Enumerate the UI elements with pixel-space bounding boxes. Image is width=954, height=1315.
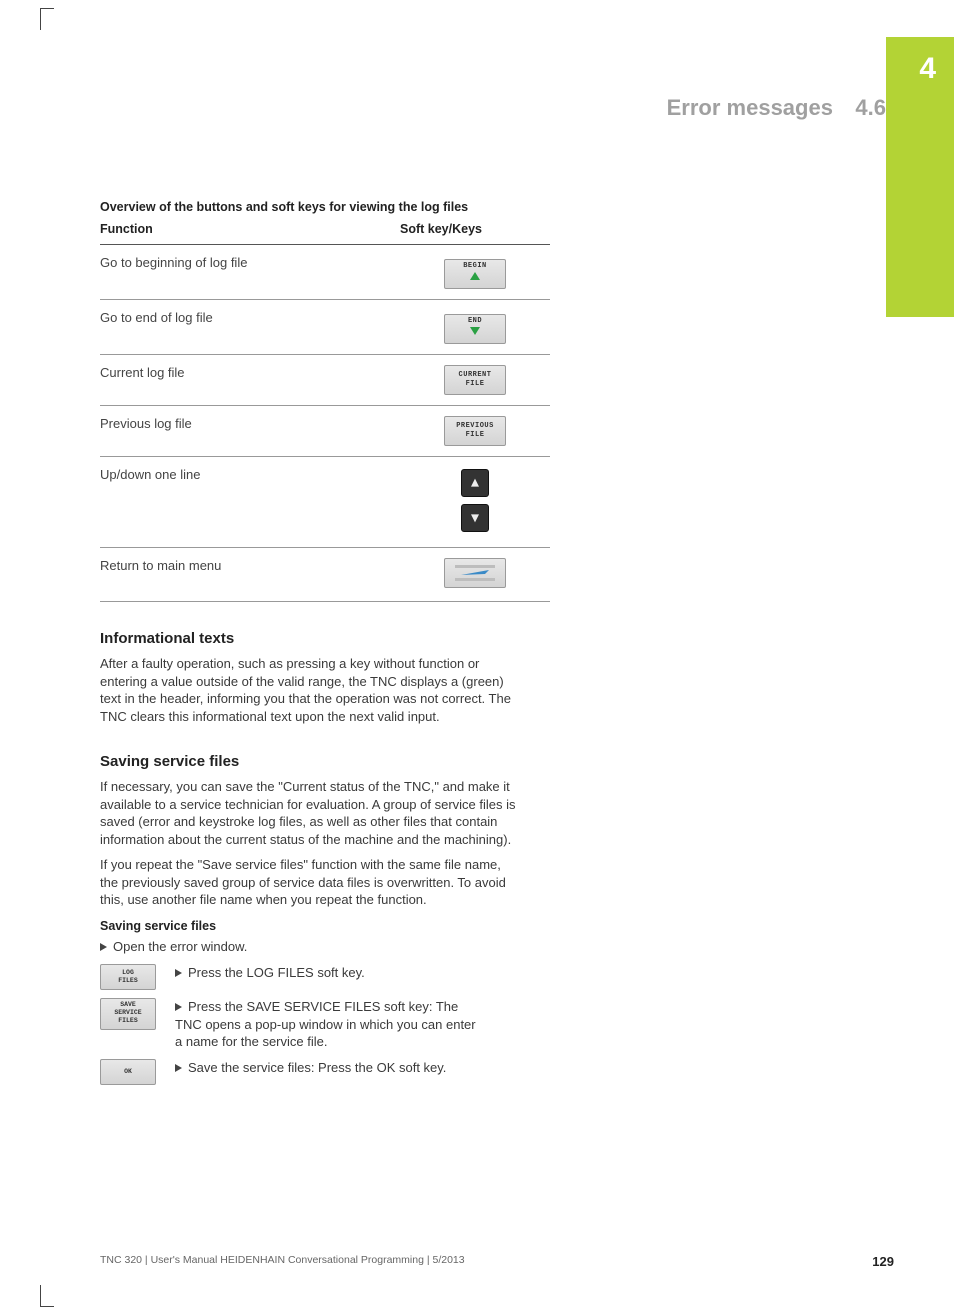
header-section-number: 4.6 [855,95,886,120]
step-open-error-window: Open the error window. [100,939,560,954]
step-row: SAVESERVICEFILES Press the SAVE SERVICE … [100,998,560,1051]
table-cell-function: Go to beginning of log file [100,245,400,300]
triangle-bullet-icon [175,1064,182,1072]
step-text: Open the error window. [113,939,247,954]
softkey-table: Function Soft key/Keys Go to beginning o… [100,218,550,602]
softkey-label: OK [124,1068,132,1075]
step-row: LOGFILES Press the LOG FILES soft key. [100,964,560,990]
arrow-down-icon [470,327,480,335]
hardkey-down [461,504,489,532]
subheading-saving-service-files: Saving service files [100,919,560,933]
hardkey-up [461,469,489,497]
heading-saving-service-files: Saving service files [100,753,560,770]
chapter-number: 4 [919,52,936,86]
softkey-end: END [444,314,506,344]
table-cell-function: Go to end of log file [100,300,400,355]
page-footer: TNC 320 | User's Manual HEIDENHAIN Conve… [100,1254,894,1269]
triangle-bullet-icon [175,1003,182,1011]
arrow-up-icon [470,272,480,280]
softkey-label: PREVIOUSFILE [456,422,494,439]
heading-informational-texts: Informational texts [100,630,560,647]
softkey-label: CURRENTFILE [459,371,492,388]
table-cell-function: Current log file [100,355,400,406]
table-col-softkey: Soft key/Keys [400,218,550,245]
table-row: Return to main menu [100,548,550,602]
table-row: Go to beginning of log file BEGIN [100,245,550,300]
softkey-label: END [468,317,482,325]
step-row: OK Save the service files: Press the OK … [100,1059,560,1085]
table-col-function: Function [100,218,400,245]
softkey-begin: BEGIN [444,259,506,289]
arrow-down-icon [471,514,479,522]
footer-text: TNC 320 | User's Manual HEIDENHAIN Conve… [100,1254,465,1266]
table-cell-function: Previous log file [100,406,400,457]
table-row: Go to end of log file END [100,300,550,355]
paragraph: After a faulty operation, such as pressi… [100,655,520,725]
table-caption: Overview of the buttons and soft keys fo… [100,200,560,214]
page-content: Overview of the buttons and soft keys fo… [100,200,560,1093]
step-text: Press the LOG FILES soft key. [188,965,365,980]
paragraph: If necessary, you can save the "Current … [100,778,520,848]
running-header: Error messages 4.6 [586,95,886,121]
softkey-label: BEGIN [463,262,487,270]
table-cell-function: Return to main menu [100,548,400,602]
triangle-bullet-icon [175,969,182,977]
softkey-return [444,558,506,588]
arrow-up-icon [471,479,479,487]
softkey-save-service-files: SAVESERVICEFILES [100,998,156,1030]
crop-mark-top [40,8,54,30]
softkey-label: SAVESERVICEFILES [114,1001,141,1024]
softkey-previous-file: PREVIOUSFILE [444,416,506,446]
paragraph: If you repeat the "Save service files" f… [100,856,520,909]
softkey-log-files: LOGFILES [100,964,156,990]
return-icon [451,563,499,583]
crop-mark-bottom [40,1285,54,1307]
step-text: Save the service files: Press the OK sof… [188,1060,446,1075]
softkey-ok: OK [100,1059,156,1085]
table-row: Current log file CURRENTFILE [100,355,550,406]
triangle-bullet-icon [100,943,107,951]
header-title: Error messages [667,95,833,120]
table-cell-function: Up/down one line [100,457,400,548]
page-number: 129 [872,1254,894,1269]
step-text: Press the SAVE SERVICE FILES soft key: T… [175,999,476,1049]
table-row: Previous log file PREVIOUSFILE [100,406,550,457]
softkey-current-file: CURRENTFILE [444,365,506,395]
table-row: Up/down one line [100,457,550,548]
softkey-label: LOGFILES [118,969,138,984]
